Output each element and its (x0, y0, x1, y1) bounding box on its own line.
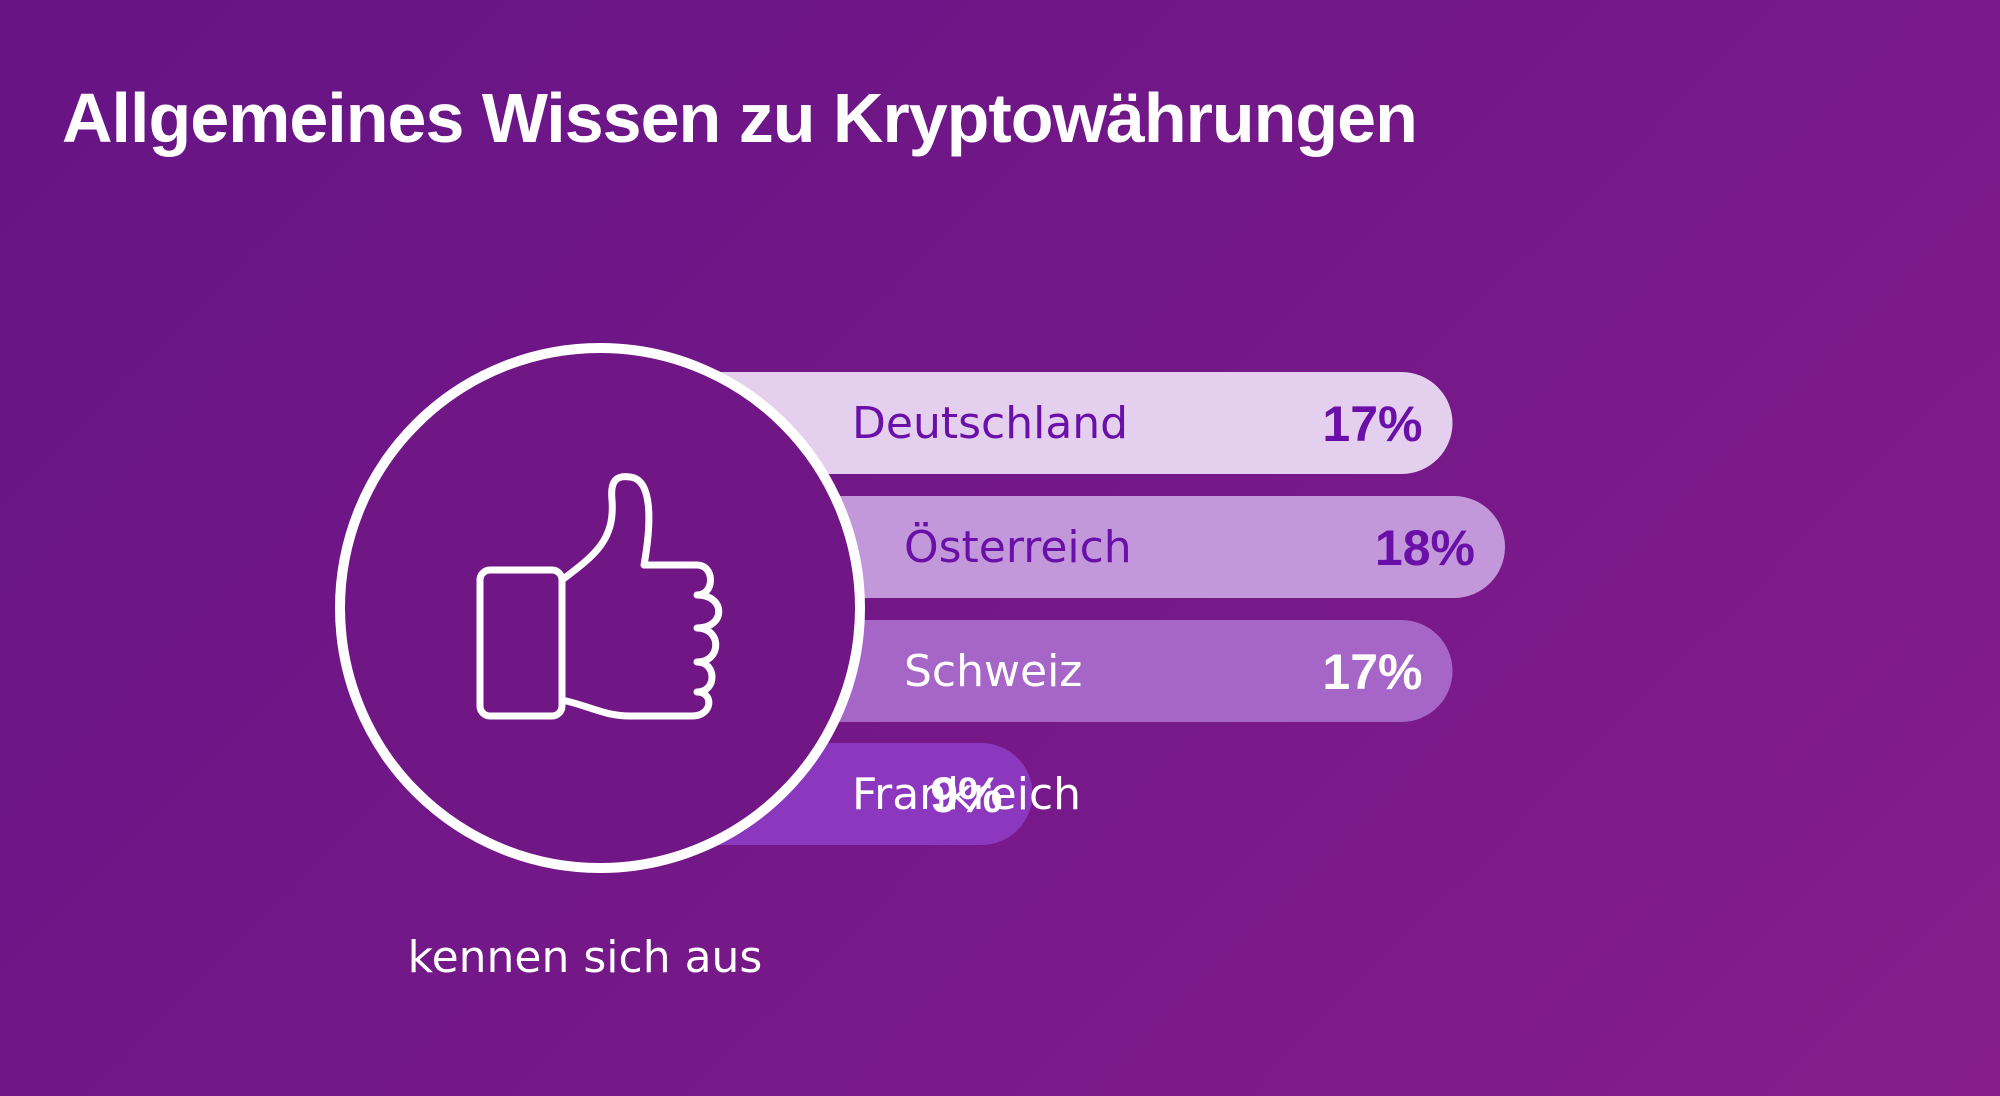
category-label: Schweiz (904, 646, 1082, 697)
value-labels: 17% 18% 17% 9% (930, 396, 1475, 823)
thumbs-up-badge (335, 343, 865, 873)
caption: kennen sich aus (407, 932, 763, 983)
category-label: Frankreich (852, 769, 1081, 820)
category-labels: Deutschland Österreich Schweiz Frankreich (852, 398, 1132, 820)
category-label: Deutschland (852, 398, 1128, 449)
value-label: 9% (930, 767, 1002, 823)
badge-circle (335, 343, 865, 873)
value-label: 18% (1375, 520, 1475, 576)
category-label: Österreich (904, 521, 1132, 573)
value-label: 17% (1322, 644, 1422, 700)
thumbs-up-icon (476, 473, 723, 720)
page-title: Allgemeines Wissen zu Kryptowährungen (62, 79, 1418, 157)
value-label: 17% (1322, 396, 1422, 452)
